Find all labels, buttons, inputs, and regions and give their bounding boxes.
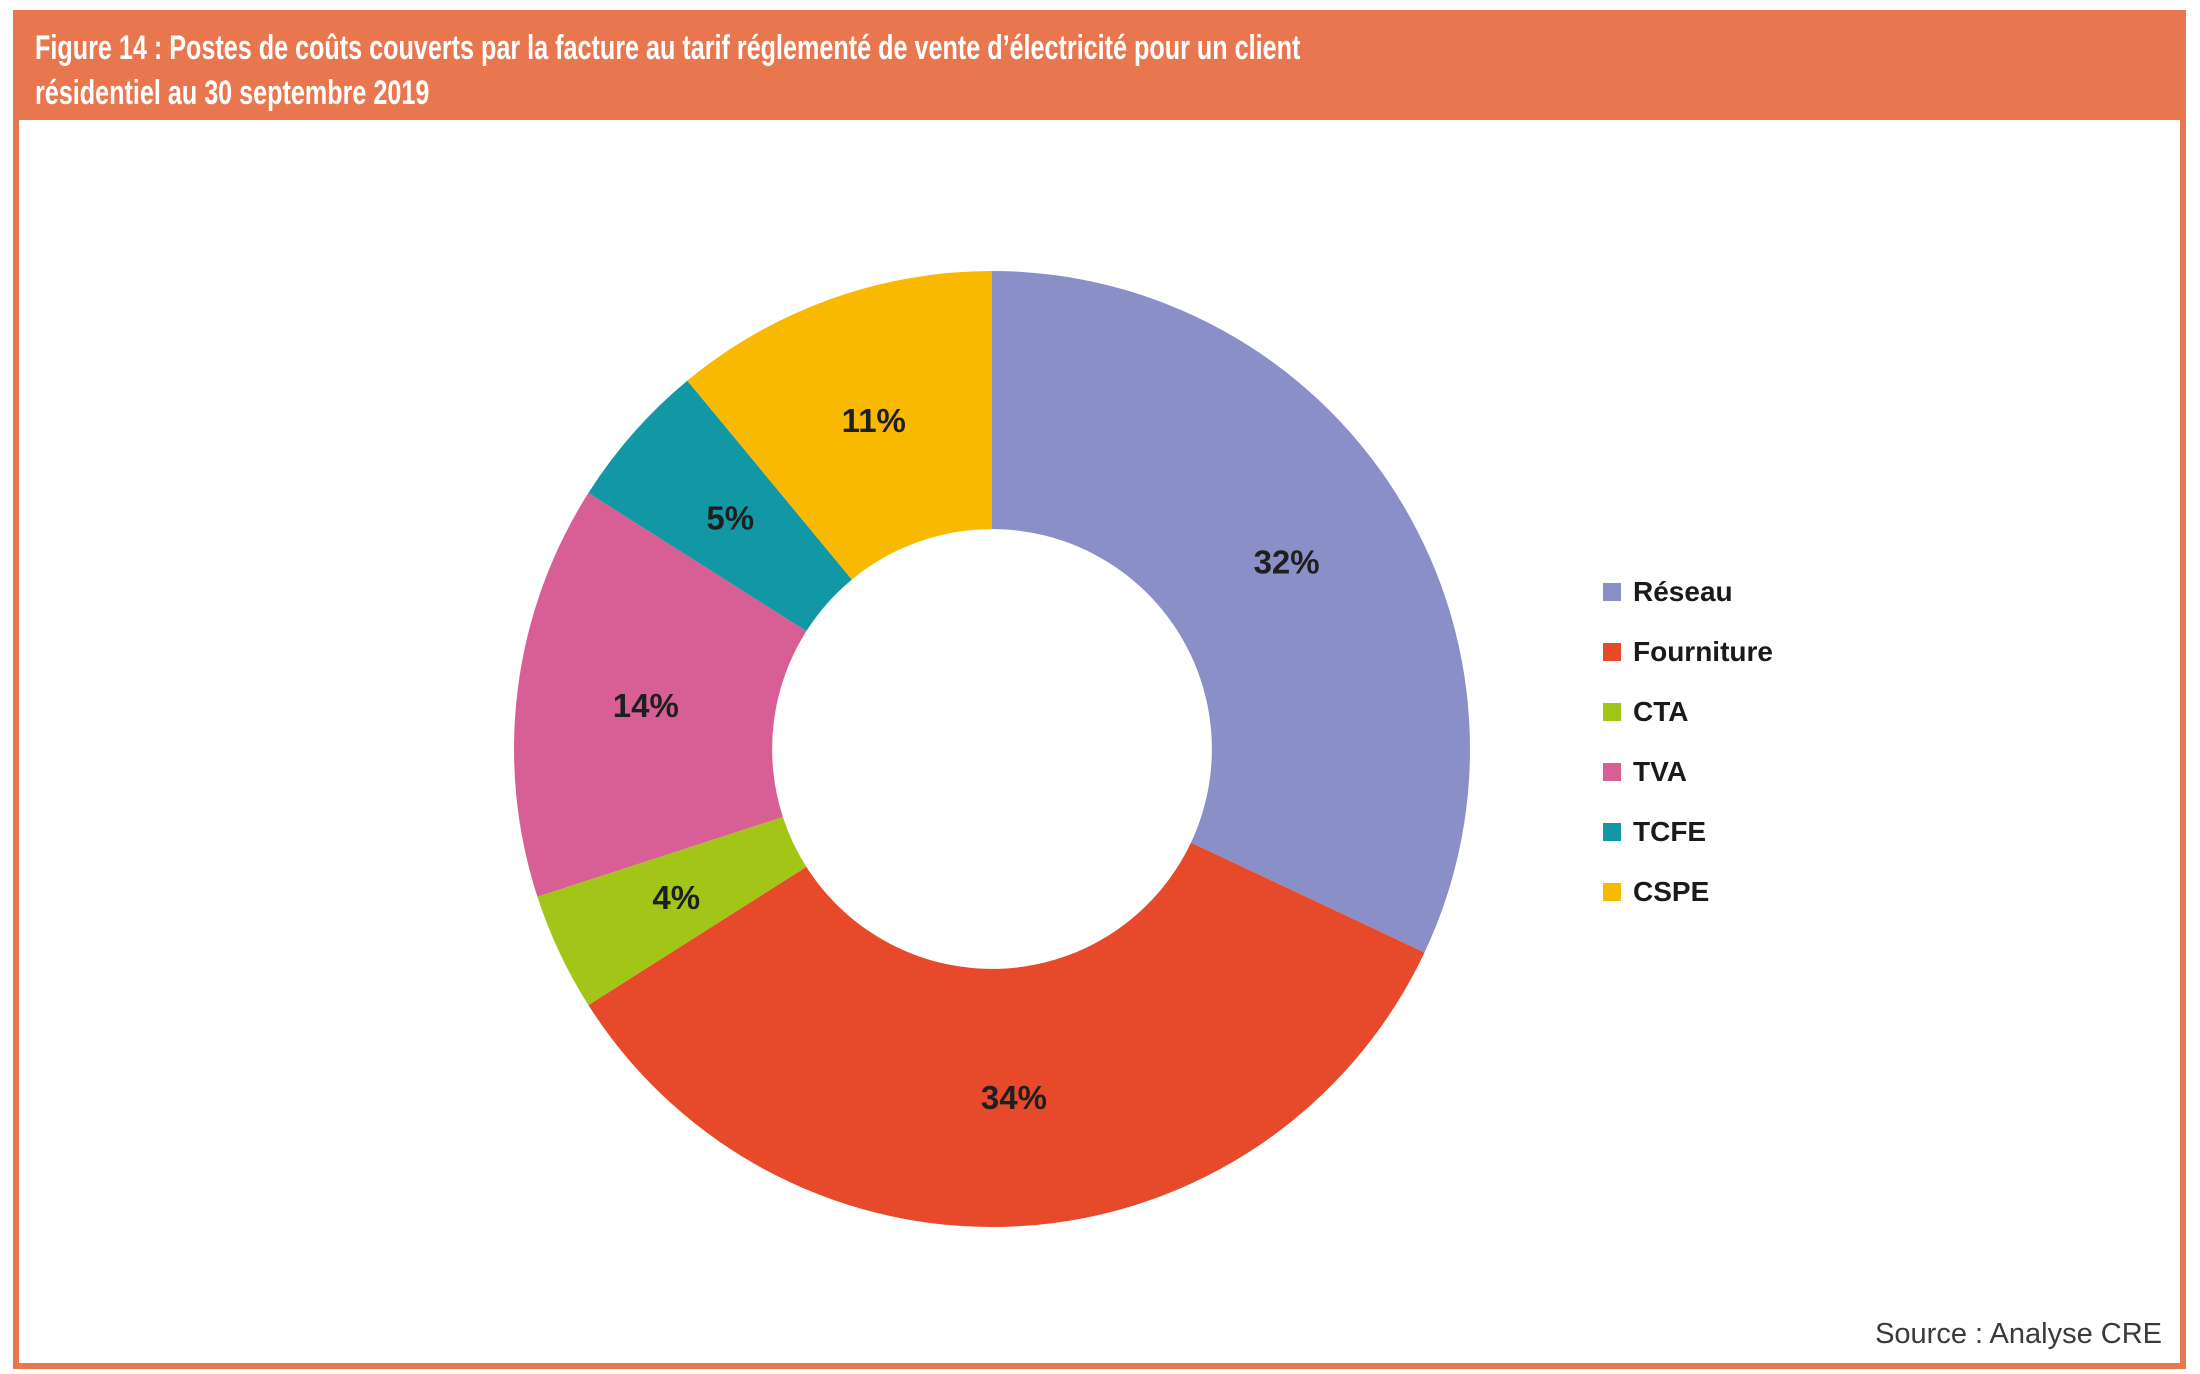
figure-header: Figure 14 : Postes de coûts couverts par… [19, 16, 2180, 120]
legend-item-tcfe: TCFE [1603, 816, 1773, 847]
chart-area: 32% 34% 4% 14% 5% 11% Réseau Fourniture CTA TVA T… [19, 120, 2180, 1363]
legend-swatch-réseau [1603, 583, 1621, 601]
legend-item-tva: TVA [1603, 756, 1773, 787]
slice-label-tcfe: 5% [706, 500, 754, 537]
slice-label-fourniture: 34% [981, 1079, 1047, 1116]
legend-label-tva: TVA [1633, 756, 1687, 787]
slice-réseau [992, 271, 1470, 953]
figure-title-line2: résidentiel au 30 septembre 2019 [35, 74, 430, 112]
slice-cspe [687, 271, 992, 580]
legend-swatch-tva [1603, 763, 1621, 781]
figure-title: Figure 14 : Postes de coûts couverts par… [35, 26, 1610, 116]
chart-legend: Réseau Fourniture CTA TVA TCFE CSPE [1603, 576, 1773, 907]
legend-label-tcfe: TCFE [1633, 816, 1707, 847]
legend-item-cta: CTA [1603, 696, 1773, 727]
legend-swatch-tcfe [1603, 823, 1621, 841]
donut-chart: 32% 34% 4% 14% 5% 11% [514, 271, 1470, 1227]
legend-swatch-cta [1603, 703, 1621, 721]
slice-tcfe [588, 380, 852, 632]
slice-label-cta: 4% [652, 879, 700, 916]
figure-frame: Figure 14 : Postes de coûts couverts par… [13, 10, 2186, 1369]
legend-label-réseau: Réseau [1633, 576, 1733, 607]
legend-swatch-fourniture [1603, 643, 1621, 661]
legend-item-fourniture: Fourniture [1603, 636, 1773, 667]
legend-swatch-cspe [1603, 883, 1621, 901]
legend-item-réseau: Réseau [1603, 576, 1773, 607]
slice-fourniture [588, 842, 1425, 1227]
legend-label-fourniture: Fourniture [1633, 636, 1773, 667]
legend-item-cspe: CSPE [1603, 876, 1773, 907]
slice-tva [514, 492, 807, 897]
slice-label-cspe: 11% [842, 402, 906, 439]
legend-label-cspe: CSPE [1633, 876, 1710, 907]
legend-label-cta: CTA [1633, 696, 1689, 727]
source-caption: Source : Analyse CRE [1875, 1318, 2162, 1350]
slice-label-réseau: 32% [1254, 544, 1320, 581]
slice-label-tva: 14% [613, 687, 679, 724]
slice-cta [537, 816, 807, 1006]
figure-title-line1: Figure 14 : Postes de coûts couverts par… [35, 29, 1301, 67]
